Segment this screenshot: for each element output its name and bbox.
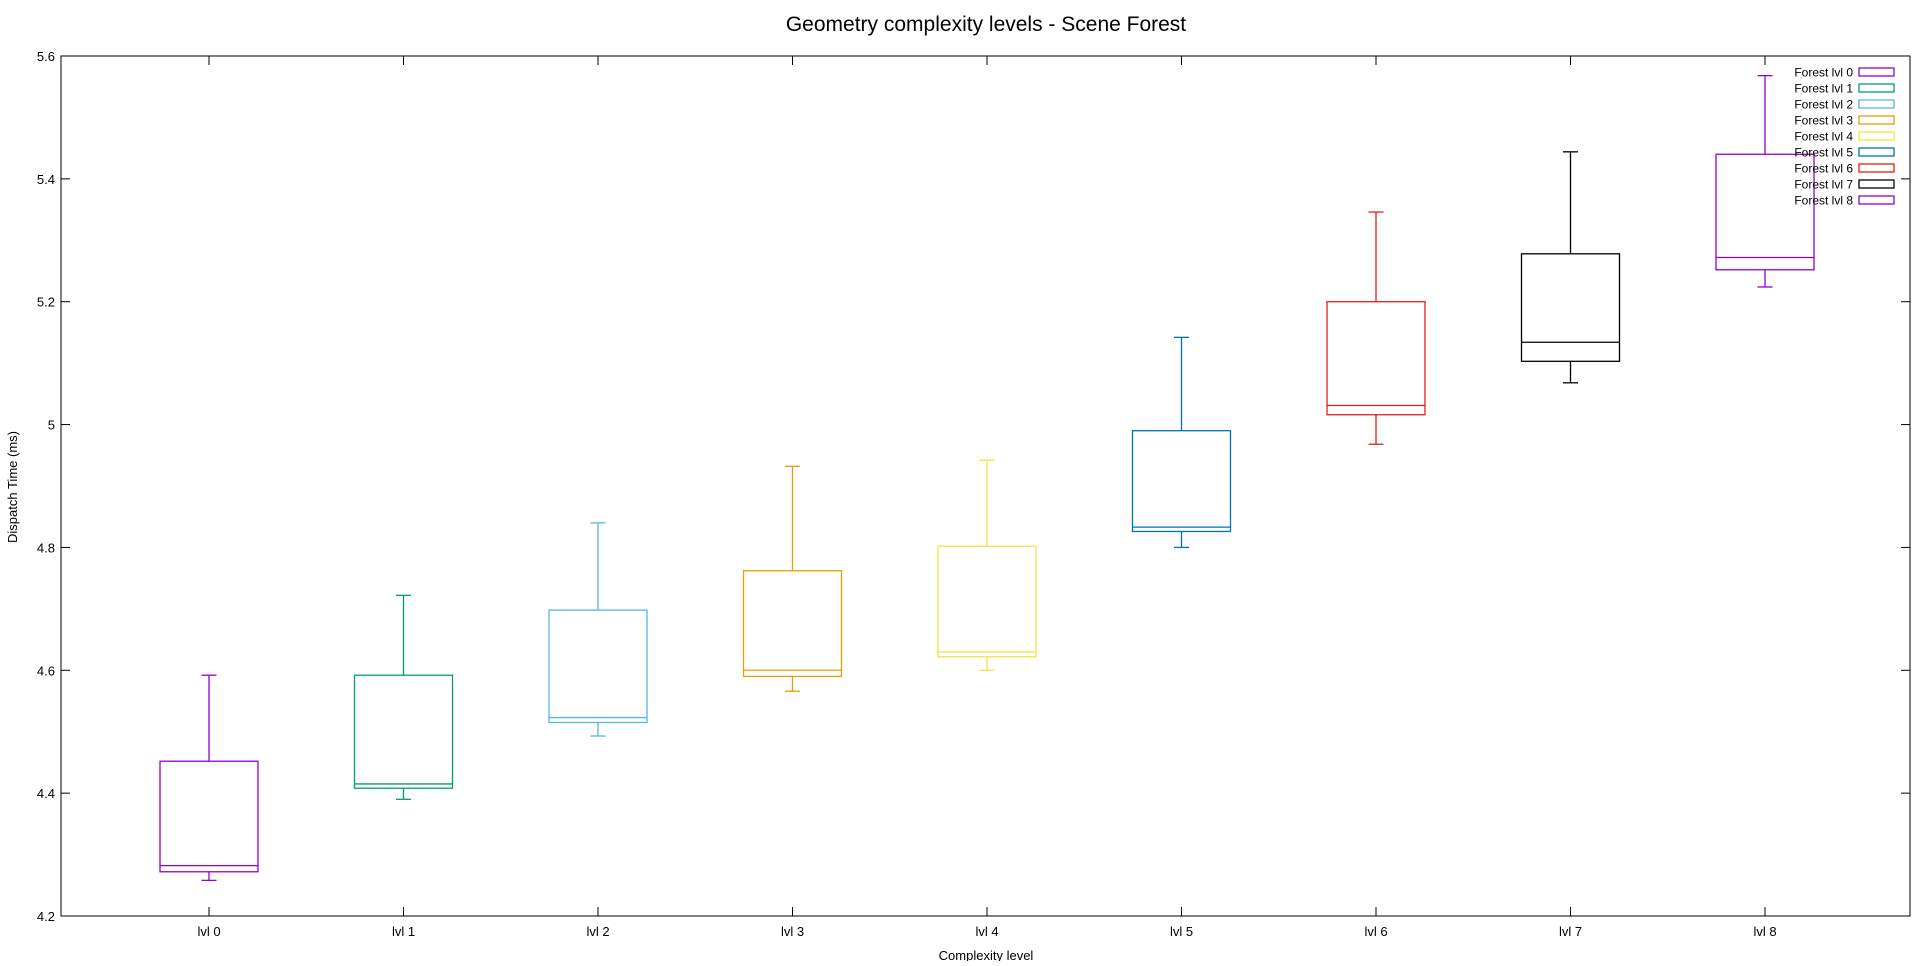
x-tick-label: lvl 1 <box>392 924 415 939</box>
legend-label: Forest lvl 6 <box>1794 162 1853 176</box>
legend-swatch <box>1858 163 1895 173</box>
plot-area <box>60 55 1911 917</box>
chart-title: Geometry complexity levels - Scene Fores… <box>786 13 1186 36</box>
legend-label: Forest lvl 5 <box>1794 146 1853 160</box>
legend-swatch <box>1858 131 1895 141</box>
x-tick-label: lvl 5 <box>1170 924 1193 939</box>
x-axis-label: Complexity level <box>939 948 1034 961</box>
y-tick-label: 5 <box>48 418 55 433</box>
box-iqr <box>742 570 843 678</box>
x-tick-label: lvl 7 <box>1559 924 1582 939</box>
legend-swatch <box>1858 115 1895 125</box>
legend-swatch <box>1858 179 1895 189</box>
y-tick-label: 4.6 <box>37 663 55 678</box>
legend-swatch <box>1858 147 1895 157</box>
box-series <box>159 75 1815 882</box>
box-iqr <box>937 545 1037 658</box>
box-group-3 <box>742 465 843 692</box>
legend-label: Forest lvl 2 <box>1794 98 1853 112</box>
legend-label: Forest lvl 8 <box>1794 194 1853 208</box>
box-group-4 <box>937 459 1037 671</box>
y-axis-ticks: 4.2 4.4 4.6 4.8 5 5.2 5.4 5.6 <box>37 49 1910 924</box>
box-group-6 <box>1326 211 1426 445</box>
legend-swatch <box>1858 67 1895 77</box>
box-group-5 <box>1131 336 1232 549</box>
box-iqr <box>1520 253 1621 362</box>
box-iqr <box>353 674 454 789</box>
legend-label: Forest lvl 7 <box>1794 178 1853 192</box>
box-group-2 <box>548 522 648 737</box>
legend-label: Forest lvl 1 <box>1794 82 1853 96</box>
x-tick-label: lvl 0 <box>197 924 220 939</box>
box-iqr <box>1715 153 1815 271</box>
legend: Forest lvl 0 Forest lvl 1 Forest lvl 2 Fore… <box>1794 66 1895 208</box>
box-group-1 <box>353 594 454 800</box>
y-tick-label: 5.6 <box>37 49 55 64</box>
box-group-8 <box>1715 75 1815 288</box>
legend-swatch <box>1858 99 1895 109</box>
legend-label: Forest lvl 0 <box>1794 66 1853 80</box>
box-iqr <box>1326 301 1426 416</box>
y-tick-label: 4.4 <box>37 786 55 801</box>
x-tick-label: lvl 2 <box>586 924 609 939</box>
x-tick-label: lvl 6 <box>1364 924 1387 939</box>
legend-swatch <box>1858 83 1895 93</box>
box-group-0 <box>159 674 259 882</box>
box-iqr <box>548 609 648 724</box>
box-iqr <box>159 760 259 873</box>
box-group-7 <box>1520 151 1621 384</box>
x-tick-label: lvl 8 <box>1753 924 1776 939</box>
box-iqr <box>1131 430 1232 533</box>
y-tick-label: 4.8 <box>37 540 55 555</box>
x-axis-ticks: lvl 0 lvl 1 lvl 2 lvl 3 lvl 4 lvl 5 lvl 6 lvl 7… <box>197 56 1777 939</box>
x-tick-label: lvl 4 <box>975 924 998 939</box>
y-axis-label: Dispatch Time (ms) <box>5 431 20 543</box>
legend-label: Forest lvl 3 <box>1794 114 1853 128</box>
y-tick-label: 5.4 <box>37 172 55 187</box>
legend-swatch <box>1858 195 1895 205</box>
x-tick-label: lvl 3 <box>781 924 804 939</box>
y-tick-label: 5.2 <box>37 295 55 310</box>
y-tick-label: 4.2 <box>37 909 55 924</box>
legend-label: Forest lvl 4 <box>1794 130 1853 144</box>
